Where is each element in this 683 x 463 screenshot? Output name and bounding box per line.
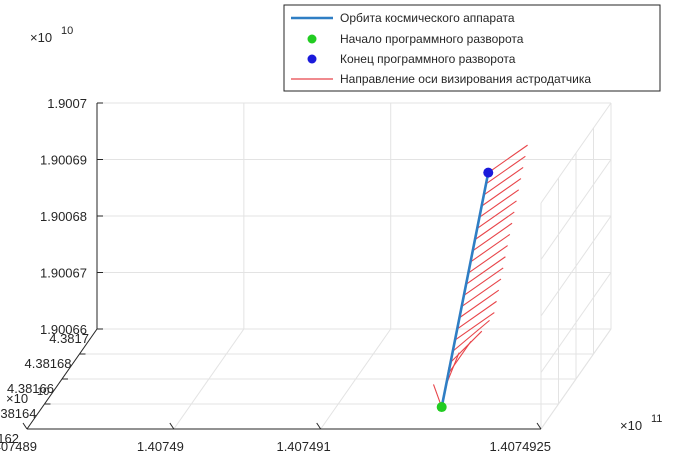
z-tick-label: 1.90069 — [40, 153, 87, 168]
sight-axis-segment — [447, 341, 472, 374]
y-tick-label: 4.38164 — [0, 406, 37, 421]
x-tick-label: 1.40749 — [137, 439, 184, 454]
y-exponent-power: 10 — [37, 386, 49, 398]
sight-axis-segment — [461, 278, 502, 308]
data-layer — [432, 144, 528, 413]
sight-axis-segment — [459, 289, 500, 319]
z-tick-label: 1.9007 — [47, 96, 87, 111]
start-marker — [436, 402, 447, 413]
end-marker — [483, 167, 494, 178]
legend-entry-start: Начало программного разворота — [307, 32, 524, 46]
x-tick-label: 1.4074925 — [490, 439, 551, 454]
legend-label-orbit: Орбита космического аппарата — [340, 11, 515, 25]
x-tick-mark — [316, 422, 322, 430]
z-tick-label: 1.90066 — [40, 322, 87, 337]
x-axis-exponent: ×10 11 — [620, 413, 662, 433]
sight-axis-segment — [467, 245, 508, 274]
y-tick-label: 4.3817 — [49, 331, 89, 346]
x-exponent-power: 11 — [651, 413, 662, 425]
sight-axis-segment — [474, 211, 515, 241]
sight-axis-segment — [465, 256, 506, 285]
x-tick-label: 1.407491 — [276, 439, 330, 454]
sight-axis-segment — [476, 200, 517, 229]
sight-axis-segment — [452, 319, 490, 352]
y-tick-label: 4.38168 — [25, 356, 72, 371]
tick-labels: 1.90066 1.90067 1.90068 1.90069 1.9007 4.3816… — [0, 96, 551, 454]
y-tick-label: 4.38162 — [0, 431, 19, 446]
legend-label-start: Начало программного разворота — [340, 32, 524, 46]
z-exponent-base: ×10 — [30, 30, 52, 45]
sight-axis-segment — [483, 166, 524, 196]
legend-label-end: Конец программного разворота — [340, 52, 516, 66]
sight-axis-segment — [456, 300, 497, 330]
x-tick-mark — [169, 422, 175, 430]
x-tick-mark — [536, 422, 542, 430]
sight-axis-segment — [470, 233, 511, 263]
y-tick-label: 4.38166 — [7, 381, 54, 396]
legend-marker-start — [307, 34, 317, 44]
legend: Орбита космического аппарата Начало прог… — [283, 4, 661, 92]
legend-box — [283, 4, 661, 92]
orbit-line — [440, 172, 490, 408]
sight-axis-segment — [454, 312, 495, 341]
sight-axis-segment — [485, 155, 526, 185]
legend-marker-end — [307, 54, 317, 64]
z-axis-exponent: ×10 10 — [30, 25, 73, 45]
sight-axis-segment — [487, 144, 528, 174]
legend-entry-sight-axis: Направление оси визирования астродатчика — [291, 72, 591, 86]
y-axis-exponent: ×10 10 — [6, 386, 49, 406]
z-exponent-power: 10 — [61, 25, 73, 37]
z-tick-label: 1.90068 — [40, 209, 87, 224]
grid-lines — [26, 102, 612, 430]
axes-box — [22, 102, 542, 430]
y-exponent-base: ×10 — [6, 391, 28, 406]
legend-label-sight-axis: Направление оси визирования астродатчика — [340, 72, 591, 86]
x-exponent-base: ×10 — [620, 418, 642, 433]
sight-axis-segment — [463, 267, 504, 296]
sight-axis-segment — [450, 330, 483, 363]
x-tick-mark — [22, 422, 28, 430]
legend-entry-end: Конец программного разворота — [307, 52, 516, 66]
sight-axis-segment — [481, 178, 522, 207]
x-tick-label: 1.407489 — [0, 439, 37, 454]
sight-axis-segment — [479, 189, 520, 218]
legend-entry-orbit: Орбита космического аппарата — [291, 11, 515, 25]
sight-axis-segment — [472, 222, 513, 252]
z-tick-label: 1.90067 — [40, 266, 87, 281]
